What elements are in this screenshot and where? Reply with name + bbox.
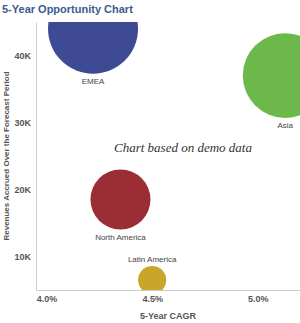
y-tick-label: 10K <box>14 252 31 262</box>
bubble <box>243 33 300 118</box>
y-tick: 10K <box>14 252 36 262</box>
y-tick-label: 40K <box>14 51 31 61</box>
x-axis-line <box>37 290 300 291</box>
x-tick-label: 4.0% <box>37 294 58 304</box>
bubble <box>90 170 150 230</box>
y-axis-line <box>36 23 37 291</box>
y-tick-label: 20K <box>14 185 31 195</box>
y-tick: 30K <box>14 118 36 128</box>
x-tick: 5.0% <box>248 290 269 304</box>
title: 5-Year Opportunity Chart <box>2 3 133 15</box>
y-tick: 40K <box>14 51 36 61</box>
y-tick-label: 30K <box>14 118 31 128</box>
bubble <box>138 266 166 290</box>
y-tick: 20K <box>14 185 36 195</box>
y-axis: 10K 20K 30K 40K <box>14 23 36 291</box>
bubble-labels: EMEA Asia North America Latin America <box>82 77 294 264</box>
chart: 5-Year Opportunity Chart 4.0% 4.5% 5.0% 10K 2… <box>0 0 300 323</box>
bubble <box>48 22 138 74</box>
bubble-label: Asia <box>277 121 293 130</box>
x-tick: 4.5% <box>142 290 163 304</box>
x-tick: 4.0% <box>37 290 58 304</box>
annotation: Chart based on demo data <box>114 140 252 155</box>
bubble-label: EMEA <box>82 77 105 86</box>
y-axis-title: Revenues Accrued Over the Forecast Perio… <box>2 71 11 240</box>
bubbles <box>48 22 300 290</box>
x-tick-label: 5.0% <box>248 294 269 304</box>
bubble-label: Latin America <box>128 255 177 264</box>
x-axis: 4.0% 4.5% 5.0% <box>37 290 300 304</box>
x-axis-title: 5-Year CAGR <box>140 311 197 321</box>
x-tick-label: 4.5% <box>142 294 163 304</box>
bubble-label: North America <box>95 233 146 242</box>
